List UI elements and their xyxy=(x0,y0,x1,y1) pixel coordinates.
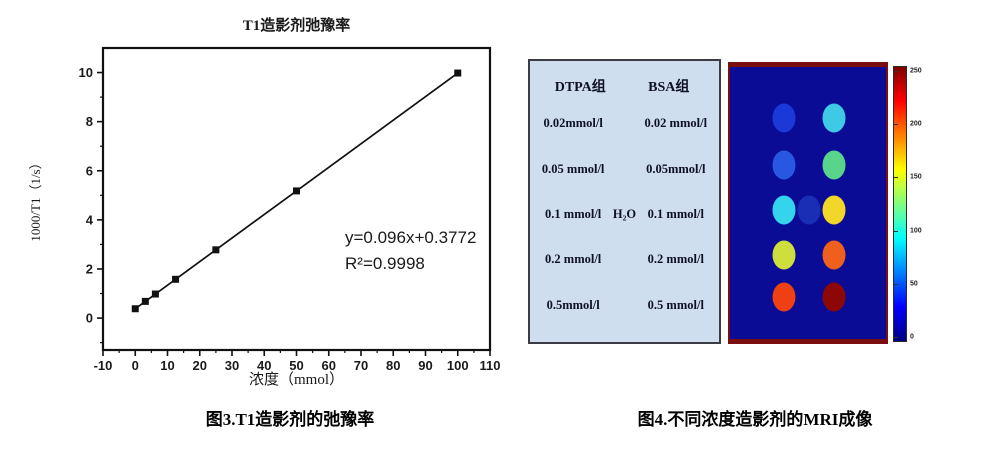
mri-well-h2o xyxy=(797,195,821,225)
bsa-concentration: 0.5 mmol/l xyxy=(647,297,704,312)
plot-frame xyxy=(101,46,492,352)
mri-well-dtpa-0.2 xyxy=(772,240,796,270)
bsa-concentration: 0.05mmol/l xyxy=(646,161,706,176)
colorbar-tick-label: 250 xyxy=(910,67,922,75)
data-point xyxy=(293,187,300,195)
concentration-table: DTPA组 BSA组 0.02mmol/l 0.02 mmol/l 0.05 mmo… xyxy=(528,59,721,344)
colorbar-tick-mark xyxy=(894,336,898,338)
mri-well-dtpa-0.02 xyxy=(772,103,796,133)
dtpa-group-header: DTPA组 xyxy=(554,80,606,95)
y-tick-label: 0 xyxy=(86,311,93,326)
bsa-concentration: 0.2 mmol/l xyxy=(647,252,704,267)
bsa-group-header: BSA组 xyxy=(648,80,690,95)
mri-well-bsa-0.05 xyxy=(822,150,846,180)
colorbar-tick-label: 50 xyxy=(910,280,918,288)
table-row: 0.2 mmol/l 0.2 mmol/l xyxy=(536,237,713,282)
bsa-concentration: 0.1 mmol/l xyxy=(647,207,704,222)
mri-well-bsa-0.1 xyxy=(822,195,846,225)
mri-well-bsa-0.02 xyxy=(822,103,846,133)
mri-well-dtpa-0.5 xyxy=(772,282,796,312)
x-tick-label: 110 xyxy=(480,358,501,373)
x-tick-label: 30 xyxy=(225,358,239,373)
concentration-table-rows: 0.02mmol/l 0.02 mmol/l 0.05 mmol/l 0.05mmol… xyxy=(536,101,713,328)
x-tick-label: -10 xyxy=(94,358,113,373)
x-tick-label: 50 xyxy=(289,358,303,373)
dtpa-concentration: 0.1 mmol/l xyxy=(545,207,602,222)
x-tick-label: 60 xyxy=(322,358,336,373)
colorbar-tick-label: 150 xyxy=(910,173,922,181)
x-tick-label: 90 xyxy=(418,358,432,373)
dtpa-concentration: 0.05 mmol/l xyxy=(541,161,605,176)
y-tick-label: 10 xyxy=(79,65,93,80)
colorbar-tick-label: 0 xyxy=(910,333,914,341)
colorbar-tick-mark xyxy=(894,177,898,179)
x-tick-label: 80 xyxy=(386,358,400,373)
fit-r-squared: R²=0.9998 xyxy=(345,254,425,273)
concentration-table-header: DTPA组 BSA组 xyxy=(536,71,713,101)
table-row: 0.1 mmol/l H₂O 0.1 mmol/l xyxy=(536,192,713,237)
x-tick-label: 10 xyxy=(160,358,174,373)
figure3-caption: 图3.T1造影剂的弛豫率 xyxy=(205,410,375,429)
mri-colorbar: 250 200 150 100 50 0 xyxy=(893,66,922,342)
x-tick-label: 70 xyxy=(354,358,368,373)
x-tick-label: 40 xyxy=(257,358,271,373)
y-tick-label: 2 xyxy=(86,261,93,276)
y-tick-label: 4 xyxy=(86,212,94,227)
water-reference: H₂O xyxy=(612,207,637,222)
dtpa-concentration: 0.5mmol/l xyxy=(546,297,600,312)
mri-well-dtpa-0.05 xyxy=(772,150,796,180)
table-row: 0.5mmol/l 0.5 mmol/l xyxy=(536,283,713,328)
colorbar-tick-label: 100 xyxy=(910,227,922,235)
dtpa-concentration: 0.2 mmol/l xyxy=(545,252,602,267)
fit-equation: y=0.096x+0.3772 xyxy=(345,228,476,247)
x-axis-label: 浓度（mmol） xyxy=(249,371,344,388)
y-tick-label: 8 xyxy=(86,114,93,129)
colorbar-tick-label: 200 xyxy=(910,120,922,128)
data-point xyxy=(151,290,159,298)
table-row: 0.02mmol/l 0.02 mmol/l xyxy=(536,101,713,146)
x-tick-label: 0 xyxy=(132,358,139,373)
y-tick-label: 6 xyxy=(86,163,93,178)
mri-well-bsa-0.2 xyxy=(822,240,846,270)
t1-relaxivity-chart: -10 0 10 20 30 40 50 60 70 80 90 100 110 0 2 4 6 8 10 T1造影剂… xyxy=(28,16,501,388)
bsa-concentration: 0.02 mmol/l xyxy=(644,116,708,131)
data-point xyxy=(131,305,139,313)
dtpa-concentration: 0.02mmol/l xyxy=(543,116,603,131)
data-point xyxy=(172,275,180,283)
figure4-caption: 图4.不同浓度造影剂的MRI成像 xyxy=(637,410,873,429)
data-point xyxy=(212,246,220,254)
colorbar-tick-mark xyxy=(894,124,898,126)
mri-wells xyxy=(772,103,846,312)
colorbar-tick-mark xyxy=(894,283,898,285)
chart-title: T1造影剂弛豫率 xyxy=(243,16,351,34)
table-row: 0.05 mmol/l 0.05mmol/l xyxy=(536,146,713,191)
x-tick-label: 100 xyxy=(447,358,469,373)
data-point xyxy=(454,69,462,77)
mri-well-bsa-0.5 xyxy=(822,282,846,312)
mri-image xyxy=(728,62,888,344)
y-axis-label: 1000/T1（1/s） xyxy=(28,156,43,241)
x-tick-label: 20 xyxy=(193,358,207,373)
colorbar-tick-mark xyxy=(894,230,898,232)
mri-well-dtpa-0.1 xyxy=(772,195,796,225)
colorbar-tick-mark xyxy=(894,71,898,73)
data-point xyxy=(141,297,149,305)
